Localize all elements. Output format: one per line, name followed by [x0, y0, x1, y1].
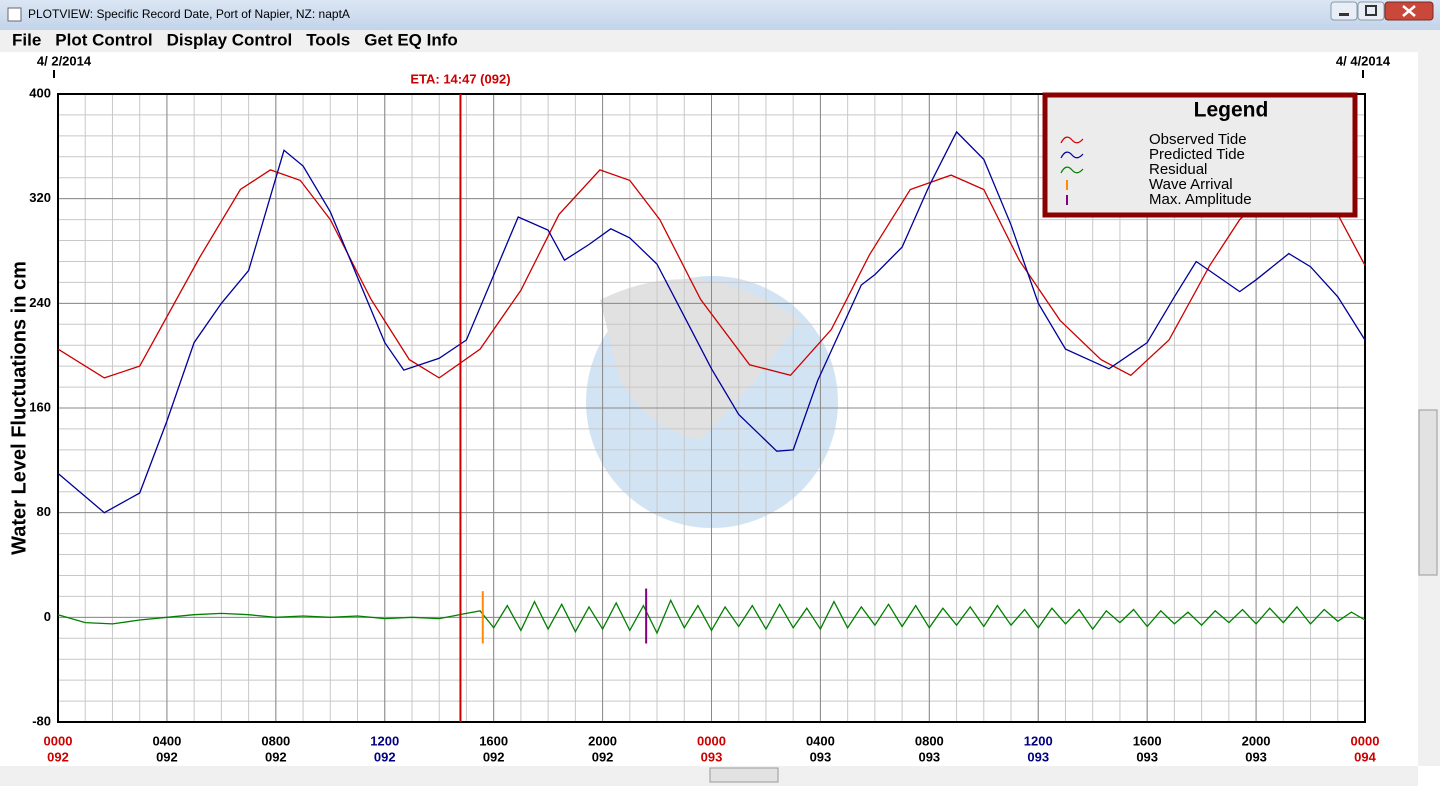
menu-item[interactable]: Get EQ Info [364, 30, 458, 49]
horizontal-scroll-thumb[interactable] [709, 767, 779, 783]
legend-title: Legend [1194, 99, 1269, 122]
series-line [57, 130, 1366, 514]
chart: 400320240160800-800000092040009208000921… [8, 53, 1391, 764]
menu-item[interactable]: File [12, 30, 41, 49]
plot-frame [57, 93, 1366, 723]
y-tick-label: 320 [29, 190, 51, 205]
x-tick-sublabel: 093 [918, 749, 940, 764]
title-bar [0, 0, 1440, 30]
x-tick-sublabel: 092 [483, 749, 505, 764]
x-tick-sublabel: 093 [810, 749, 832, 764]
legend-swatch [1060, 166, 1084, 174]
start-date: 4/ 2/2014 [37, 53, 92, 68]
y-tick-label: 80 [37, 504, 51, 519]
menu-item[interactable]: Display Control [167, 30, 293, 49]
x-tick-label: 0400 [152, 733, 181, 748]
x-tick-label: 1200 [370, 733, 399, 748]
x-tick-label: 2000 [1242, 733, 1271, 748]
x-tick-label: 0000 [697, 733, 726, 748]
horizontal-scrollbar[interactable] [0, 766, 1418, 786]
y-axis-label: Water Level Fluctuations in cm [8, 261, 30, 555]
x-tick-label: 0000 [44, 733, 73, 748]
x-tick-sublabel: 092 [156, 749, 178, 764]
menu: File Plot Control Display Control Tools Get … [12, 30, 458, 49]
vertical-scroll-thumb[interactable] [1418, 409, 1438, 576]
minimize-button[interactable] [1330, 1, 1358, 21]
y-tick-label: 0 [44, 609, 51, 624]
y-tick-label: 400 [29, 85, 51, 100]
series-line [57, 169, 1366, 379]
legend-label: Predicted Tide [1149, 146, 1245, 163]
close-icon [1402, 5, 1416, 17]
legend-label: Observed Tide [1149, 131, 1247, 148]
x-tick-label: 0800 [261, 733, 290, 748]
x-tick-label: 1600 [479, 733, 508, 748]
end-date: 4/ 4/2014 [1336, 53, 1391, 68]
eta-label: ETA: 14:47 (092) [410, 71, 510, 86]
x-tick-label: 0400 [806, 733, 835, 748]
x-tick-sublabel: 092 [47, 749, 69, 764]
x-tick-label: 0800 [915, 733, 944, 748]
vertical-scrollbar[interactable] [1418, 52, 1440, 766]
window-title: PLOTVIEW: Specific Record Date, Port of … [28, 7, 350, 21]
x-tick-sublabel: 093 [701, 749, 723, 764]
x-tick-label: 0000 [1351, 733, 1380, 748]
x-tick-label: 1200 [1024, 733, 1053, 748]
x-tick-sublabel: 092 [265, 749, 287, 764]
legend-swatch [1060, 136, 1084, 144]
series-line [57, 598, 1366, 635]
x-tick-sublabel: 093 [1027, 749, 1049, 764]
menu-item[interactable]: Tools [306, 30, 350, 49]
x-tick-label: 2000 [588, 733, 617, 748]
legend-label: Wave Arrival [1149, 176, 1233, 193]
maximize-button[interactable] [1357, 1, 1385, 21]
y-tick-label: -80 [32, 713, 51, 728]
x-tick-label: 1600 [1133, 733, 1162, 748]
legend-label: Residual [1149, 161, 1207, 178]
x-tick-sublabel: 092 [374, 749, 396, 764]
x-tick-sublabel: 092 [592, 749, 614, 764]
legend-label: Max. Amplitude [1149, 191, 1252, 208]
legend-box [1042, 92, 1358, 218]
menu-item[interactable]: Plot Control [55, 30, 152, 49]
y-tick-label: 160 [29, 399, 51, 414]
x-tick-sublabel: 094 [1354, 749, 1376, 764]
legend-swatch [1060, 151, 1084, 159]
x-tick-sublabel: 093 [1245, 749, 1267, 764]
app-icon [7, 7, 22, 22]
y-tick-label: 240 [29, 295, 51, 310]
minimize-icon [1339, 13, 1349, 16]
menu-bar [0, 30, 1440, 52]
maximize-icon [1365, 5, 1377, 16]
x-tick-sublabel: 093 [1136, 749, 1158, 764]
